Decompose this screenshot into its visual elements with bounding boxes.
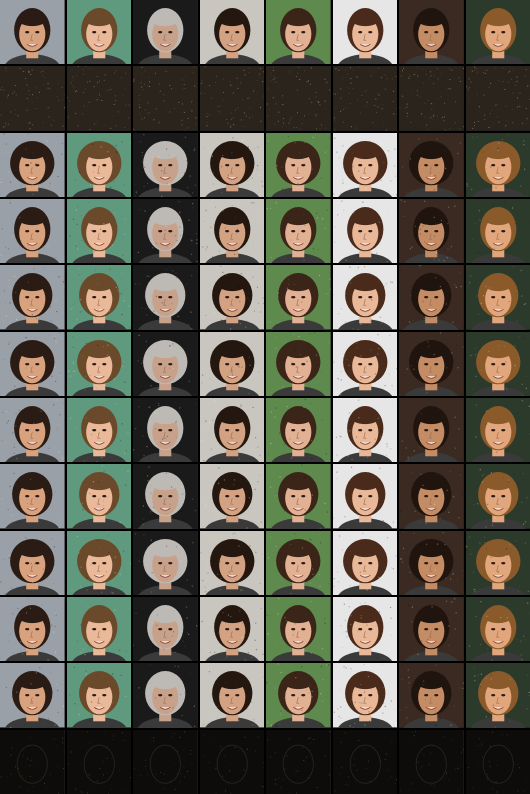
original-face-image [66, 0, 131, 65]
residual-tile [199, 729, 264, 794]
generated-face-image [266, 398, 331, 463]
original-face-image [0, 0, 65, 65]
generated-face-image [266, 265, 331, 330]
generated-face-image [199, 597, 264, 662]
generated-face-image [465, 132, 530, 197]
generated-face-image [266, 199, 331, 264]
generated-face-image [66, 199, 131, 264]
generated-face-image [199, 663, 264, 728]
generated-face-image [199, 398, 264, 463]
generated-face-image [465, 265, 530, 330]
generated-face-image [133, 265, 198, 330]
residual-tile [66, 729, 131, 794]
generated-face-image [266, 132, 331, 197]
generated-face-image [332, 530, 397, 595]
original-face-image [266, 0, 331, 65]
generated-face-image [133, 597, 198, 662]
generated-face-image [0, 530, 65, 595]
generated-face-image [0, 464, 65, 529]
generated-face-image [332, 398, 397, 463]
generated-face-image [133, 663, 198, 728]
generated-face-image [199, 265, 264, 330]
generated-face-image [0, 398, 65, 463]
residual-tile [266, 729, 331, 794]
generated-face-image [399, 464, 464, 529]
residual-tile [399, 729, 464, 794]
generated-face-image [0, 597, 65, 662]
generated-face-image [465, 199, 530, 264]
generated-face-image [0, 331, 65, 396]
generated-face-image [199, 530, 264, 595]
noise-tile [399, 66, 464, 131]
generated-face-image [399, 331, 464, 396]
generated-face-image [399, 663, 464, 728]
noise-tile [332, 66, 397, 131]
generated-face-image [266, 331, 331, 396]
generated-face-image [332, 331, 397, 396]
generated-face-image [133, 398, 198, 463]
generated-face-image [133, 530, 198, 595]
generated-face-image [465, 464, 530, 529]
original-face-image [465, 0, 530, 65]
generated-face-image [465, 597, 530, 662]
generated-face-image [266, 663, 331, 728]
generated-face-image [266, 530, 331, 595]
generated-face-image [133, 331, 198, 396]
generated-face-image [399, 199, 464, 264]
generated-face-image [0, 265, 65, 330]
original-face-image [199, 0, 264, 65]
generated-face-image [399, 398, 464, 463]
generated-face-image [465, 663, 530, 728]
generated-face-image [66, 663, 131, 728]
generated-face-image [0, 663, 65, 728]
original-face-image [332, 0, 397, 65]
generated-face-image [133, 132, 198, 197]
noise-tile [0, 66, 65, 131]
generated-face-image [199, 132, 264, 197]
generated-face-image [399, 597, 464, 662]
generated-face-image [465, 530, 530, 595]
generated-face-image [399, 265, 464, 330]
generated-face-image [399, 132, 464, 197]
generated-face-image [332, 132, 397, 197]
residual-tile [133, 729, 198, 794]
generated-face-image [66, 464, 131, 529]
generated-face-image [199, 199, 264, 264]
generated-face-image [465, 398, 530, 463]
original-face-image [399, 0, 464, 65]
generated-face-image [266, 597, 331, 662]
generated-face-image [66, 265, 131, 330]
generated-face-image [199, 331, 264, 396]
generated-face-image [332, 464, 397, 529]
noise-tile [266, 66, 331, 131]
noise-tile [465, 66, 530, 131]
residual-tile [0, 729, 65, 794]
generated-face-image [66, 331, 131, 396]
noise-tile [133, 66, 198, 131]
residual-tile [332, 729, 397, 794]
generated-face-image [332, 265, 397, 330]
generated-face-image [332, 663, 397, 728]
generated-face-image [199, 464, 264, 529]
generated-face-image [332, 199, 397, 264]
generated-face-image [66, 398, 131, 463]
noise-tile [199, 66, 264, 131]
generated-face-image [332, 597, 397, 662]
original-face-image [133, 0, 198, 65]
generated-face-image [66, 530, 131, 595]
generated-face-image [399, 530, 464, 595]
residual-tile [465, 729, 530, 794]
generated-face-image [66, 132, 131, 197]
generated-face-image [465, 331, 530, 396]
generated-face-image [66, 597, 131, 662]
generated-face-image [266, 464, 331, 529]
generated-face-image [0, 132, 65, 197]
generated-face-image [0, 199, 65, 264]
noise-tile [66, 66, 131, 131]
generated-face-image [133, 199, 198, 264]
generated-face-image [133, 464, 198, 529]
